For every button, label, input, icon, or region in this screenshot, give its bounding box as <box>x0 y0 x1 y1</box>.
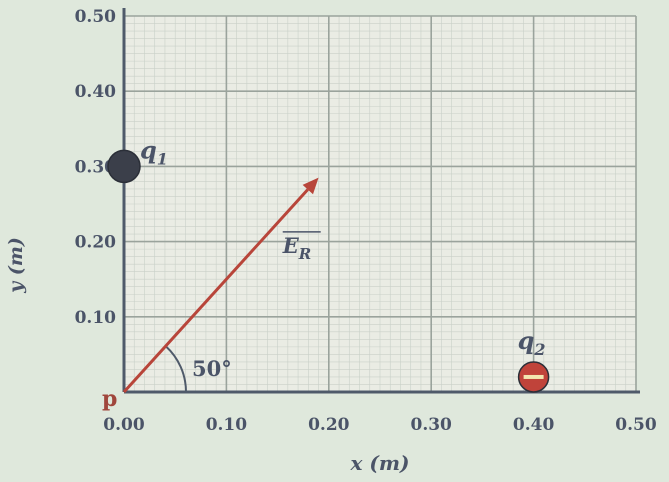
y-tick-labels: 0.10 0.20 0.30 0.40 0.50 <box>75 7 117 328</box>
x-tick-label: 0.50 <box>615 415 657 435</box>
charge-label-main: q <box>140 135 157 164</box>
angle-arc <box>165 345 187 393</box>
charge-label-sub: 1 <box>157 149 168 168</box>
y-axis-label-text: y (m) <box>5 237 27 294</box>
charge-label-main: q <box>518 326 535 355</box>
resultant-field-vector <box>122 188 309 394</box>
y-tick-label: 0.20 <box>75 233 117 253</box>
vector-label-main: E <box>282 233 300 258</box>
y-tick-label: 0.40 <box>75 82 117 102</box>
x-tick-label: 0.10 <box>206 415 248 435</box>
resultant-field-label: ER <box>282 231 321 263</box>
x-tick-label: 0.20 <box>308 415 350 435</box>
vector-label-sub: R <box>298 245 311 263</box>
negative-sign-icon <box>523 374 544 379</box>
y-tick-label: 0.30 <box>75 157 117 177</box>
q1-label: q1 <box>140 135 168 168</box>
x-tick-label: 0.40 <box>513 415 555 435</box>
charge-q1: q1 <box>107 135 168 184</box>
vector-label-text: ER <box>282 233 311 263</box>
x-tick-label: 0.00 <box>103 415 145 435</box>
q2-label: q2 <box>518 326 546 359</box>
x-axis-label-text: x (m) <box>350 451 410 475</box>
charge-q2: q2 <box>518 326 550 393</box>
x-axis-label: x (m) <box>350 451 410 475</box>
resultant-field-arrowhead <box>302 177 319 195</box>
y-tick-label: 0.50 <box>75 7 117 27</box>
charge-label-sub: 2 <box>533 340 545 359</box>
x-tick-label: 0.30 <box>410 415 452 435</box>
x-tick-labels: 0.00 0.10 0.20 0.30 0.40 0.50 <box>103 415 657 435</box>
q1-marker <box>107 149 141 184</box>
point-label: p <box>102 386 117 412</box>
minor-grid <box>124 16 636 392</box>
angle-label: 50° <box>192 356 232 381</box>
y-axis-label: y (m) <box>5 237 27 294</box>
y-tick-label: 0.10 <box>75 308 117 328</box>
